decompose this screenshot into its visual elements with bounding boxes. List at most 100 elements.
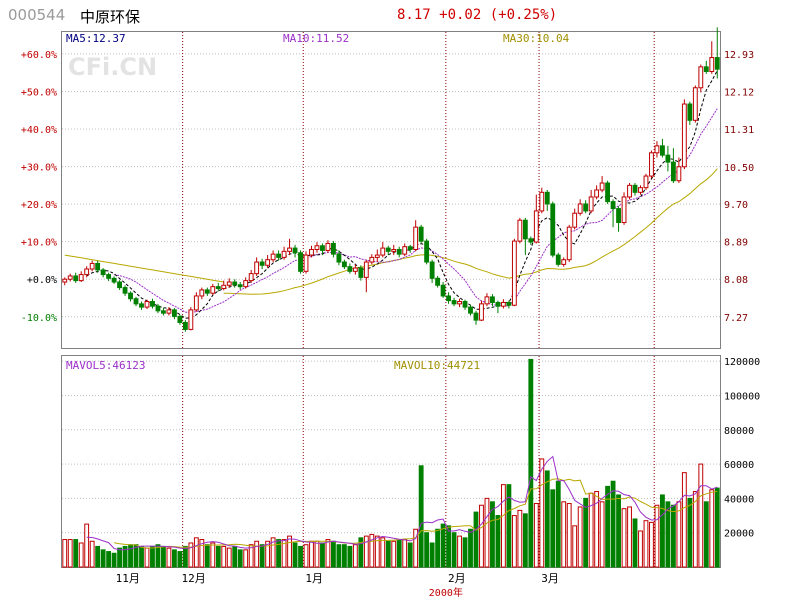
candle-up [511, 240, 517, 306]
volume-bar-up [561, 501, 567, 568]
candle-down [424, 240, 430, 263]
volume-bar-up [621, 508, 627, 568]
candle-down [341, 261, 347, 268]
candle-down [298, 252, 303, 272]
volume-bar-down [440, 523, 446, 568]
volume-tick-label: 60000 [724, 460, 754, 471]
candle-up [287, 247, 292, 252]
candle-up [484, 296, 490, 305]
volume-bar-down [320, 542, 325, 568]
candle-up [67, 275, 73, 280]
volume-bar-down [703, 501, 709, 568]
ma30-label: MA30:10.04 [503, 32, 570, 45]
volume-bar-down [468, 528, 473, 568]
volume-bar-up [363, 535, 369, 568]
candle-up [391, 248, 397, 252]
volume-bar-down [177, 551, 183, 568]
volume-tick-label: 100000 [724, 391, 760, 402]
ma30-line [223, 168, 718, 295]
candle-down [155, 305, 161, 312]
volume-bar-down [665, 501, 671, 568]
volume-bar-up [457, 535, 462, 568]
volume-bar-down [555, 480, 561, 568]
candle-up [325, 242, 331, 251]
volume-bar-up [594, 491, 600, 568]
ma10-label: MA10:11.52 [283, 32, 349, 45]
candle-up [281, 250, 287, 258]
volume-bar-up [539, 458, 545, 568]
candle-down [440, 284, 446, 297]
candle-up [654, 145, 660, 154]
candle-down [336, 253, 342, 263]
candle-up [627, 184, 632, 198]
volume-bar-down [473, 511, 479, 568]
candle-down [435, 277, 441, 286]
candle-down [117, 281, 122, 289]
volume-bar-up [144, 547, 150, 568]
candle-down [665, 154, 671, 163]
candle-up [681, 103, 687, 168]
price-panel-frame [61, 31, 721, 349]
volume-bar-down [171, 549, 177, 568]
candle-down [358, 267, 364, 278]
candle-up [577, 203, 583, 214]
volume-bar-up [281, 539, 287, 568]
volume-bar-down [100, 549, 106, 568]
pct-tick-label: -10.0% [21, 313, 57, 324]
candle-up [457, 301, 462, 305]
volume-bar-up [402, 539, 408, 568]
volume-bar-up [692, 491, 698, 568]
volume-tick-label: 20000 [724, 529, 754, 540]
volume-bar-up [638, 530, 643, 568]
volume-bar-up [391, 540, 397, 568]
volume-bar-down [215, 545, 221, 568]
volume-bar-down [150, 545, 155, 568]
volume-tick-label: 40000 [724, 494, 754, 505]
volume-bar-up [254, 540, 260, 568]
price-tick-label: 12.93 [724, 50, 754, 61]
volume-bar-up [166, 547, 172, 568]
candle-down [451, 300, 457, 305]
volume-bar-up [265, 540, 271, 568]
candle-up [78, 274, 84, 282]
month-label: 1月 [305, 572, 323, 585]
volume-bar-down [429, 542, 435, 568]
candle-down [462, 301, 468, 308]
candle-down [237, 284, 243, 288]
ma10-line [114, 108, 718, 314]
pct-tick-label: +30.0% [21, 163, 57, 174]
candle-up [676, 166, 682, 182]
price-tick-label: 9.70 [724, 200, 748, 211]
volume-bar-down [451, 532, 457, 568]
candle-down [429, 261, 435, 279]
volume-bar-down [298, 545, 303, 568]
candle-down [385, 247, 391, 252]
volume-bar-down [155, 544, 161, 568]
volume-bar-up [270, 537, 276, 568]
candle-down [182, 321, 188, 330]
candle-up [303, 254, 309, 272]
candle-down [95, 262, 101, 271]
volume-bar-down [396, 539, 402, 568]
candle-up [500, 301, 506, 307]
candle-down [133, 298, 139, 305]
candle-up [369, 256, 375, 263]
volume-bar-up [413, 528, 419, 568]
volume-bar-down [544, 470, 550, 568]
candle-up [193, 295, 199, 311]
stock-code: 000544 [8, 6, 66, 24]
volume-bar-down [139, 545, 144, 568]
candle-down [522, 219, 528, 240]
candle-down [347, 266, 353, 272]
candle-up [479, 303, 484, 321]
candle-down [418, 226, 424, 242]
candle-up [566, 226, 572, 261]
volume-bar-down [336, 544, 342, 568]
volume-bar-down [259, 544, 265, 568]
candle-down [122, 287, 128, 294]
candle-up [572, 212, 578, 228]
candle-up [248, 273, 254, 282]
volume-bar-down [605, 485, 611, 568]
volume-tick-label: 80000 [724, 426, 754, 437]
candle-up [621, 196, 627, 224]
